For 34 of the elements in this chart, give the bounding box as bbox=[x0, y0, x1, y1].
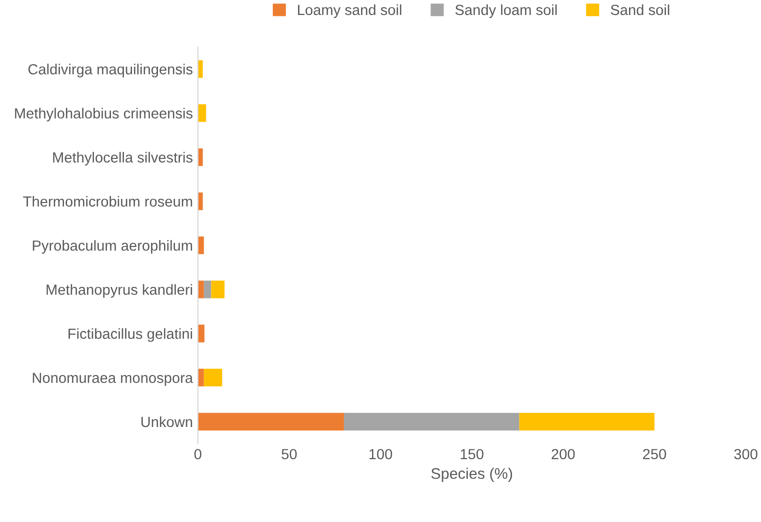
bar bbox=[198, 368, 204, 386]
y-tick-label: Pyrobaculum aerophilum bbox=[32, 240, 192, 254]
y-tick-label: Caldivirga maquilingensis bbox=[28, 64, 192, 78]
bar bbox=[198, 104, 206, 122]
bar bbox=[204, 280, 212, 298]
bar bbox=[198, 60, 203, 78]
y-tick-label: Methylohalobius crimeensis bbox=[15, 108, 192, 122]
bar bbox=[198, 324, 204, 342]
bar bbox=[198, 148, 203, 166]
x-tick-label: 300 bbox=[734, 448, 758, 460]
x-tick-label: 50 bbox=[282, 448, 297, 460]
x-tick-label: 0 bbox=[194, 448, 202, 460]
bar bbox=[198, 236, 204, 254]
x-tick-label: 250 bbox=[643, 448, 666, 460]
y-tick-label: Methanopyrus kandleri bbox=[46, 284, 192, 298]
y-tick-label: Nonomuraea monospora bbox=[32, 372, 194, 386]
bar bbox=[198, 192, 203, 210]
bar bbox=[211, 280, 225, 298]
x-axis-title: Species (%) bbox=[431, 468, 512, 482]
y-tick-label: Fictibacillus gelatini bbox=[68, 328, 192, 342]
y-tick-label: Unkown bbox=[141, 416, 192, 428]
x-tick-label: 200 bbox=[552, 448, 575, 460]
legend-label: Sandy loam soil bbox=[455, 4, 557, 18]
y-tick-label: Methylocella silvestris bbox=[53, 152, 192, 166]
legend-label: Loamy sand soil bbox=[298, 4, 402, 18]
bar bbox=[198, 280, 204, 298]
bar bbox=[519, 412, 654, 430]
x-tick-label: 100 bbox=[369, 448, 392, 460]
bar bbox=[198, 412, 344, 430]
x-tick-label: 150 bbox=[460, 448, 484, 460]
bar bbox=[344, 412, 520, 430]
legend-label: Sand soil bbox=[610, 4, 670, 16]
y-tick-label: Thermomicrobium roseum bbox=[23, 196, 192, 207]
bar bbox=[204, 368, 222, 386]
